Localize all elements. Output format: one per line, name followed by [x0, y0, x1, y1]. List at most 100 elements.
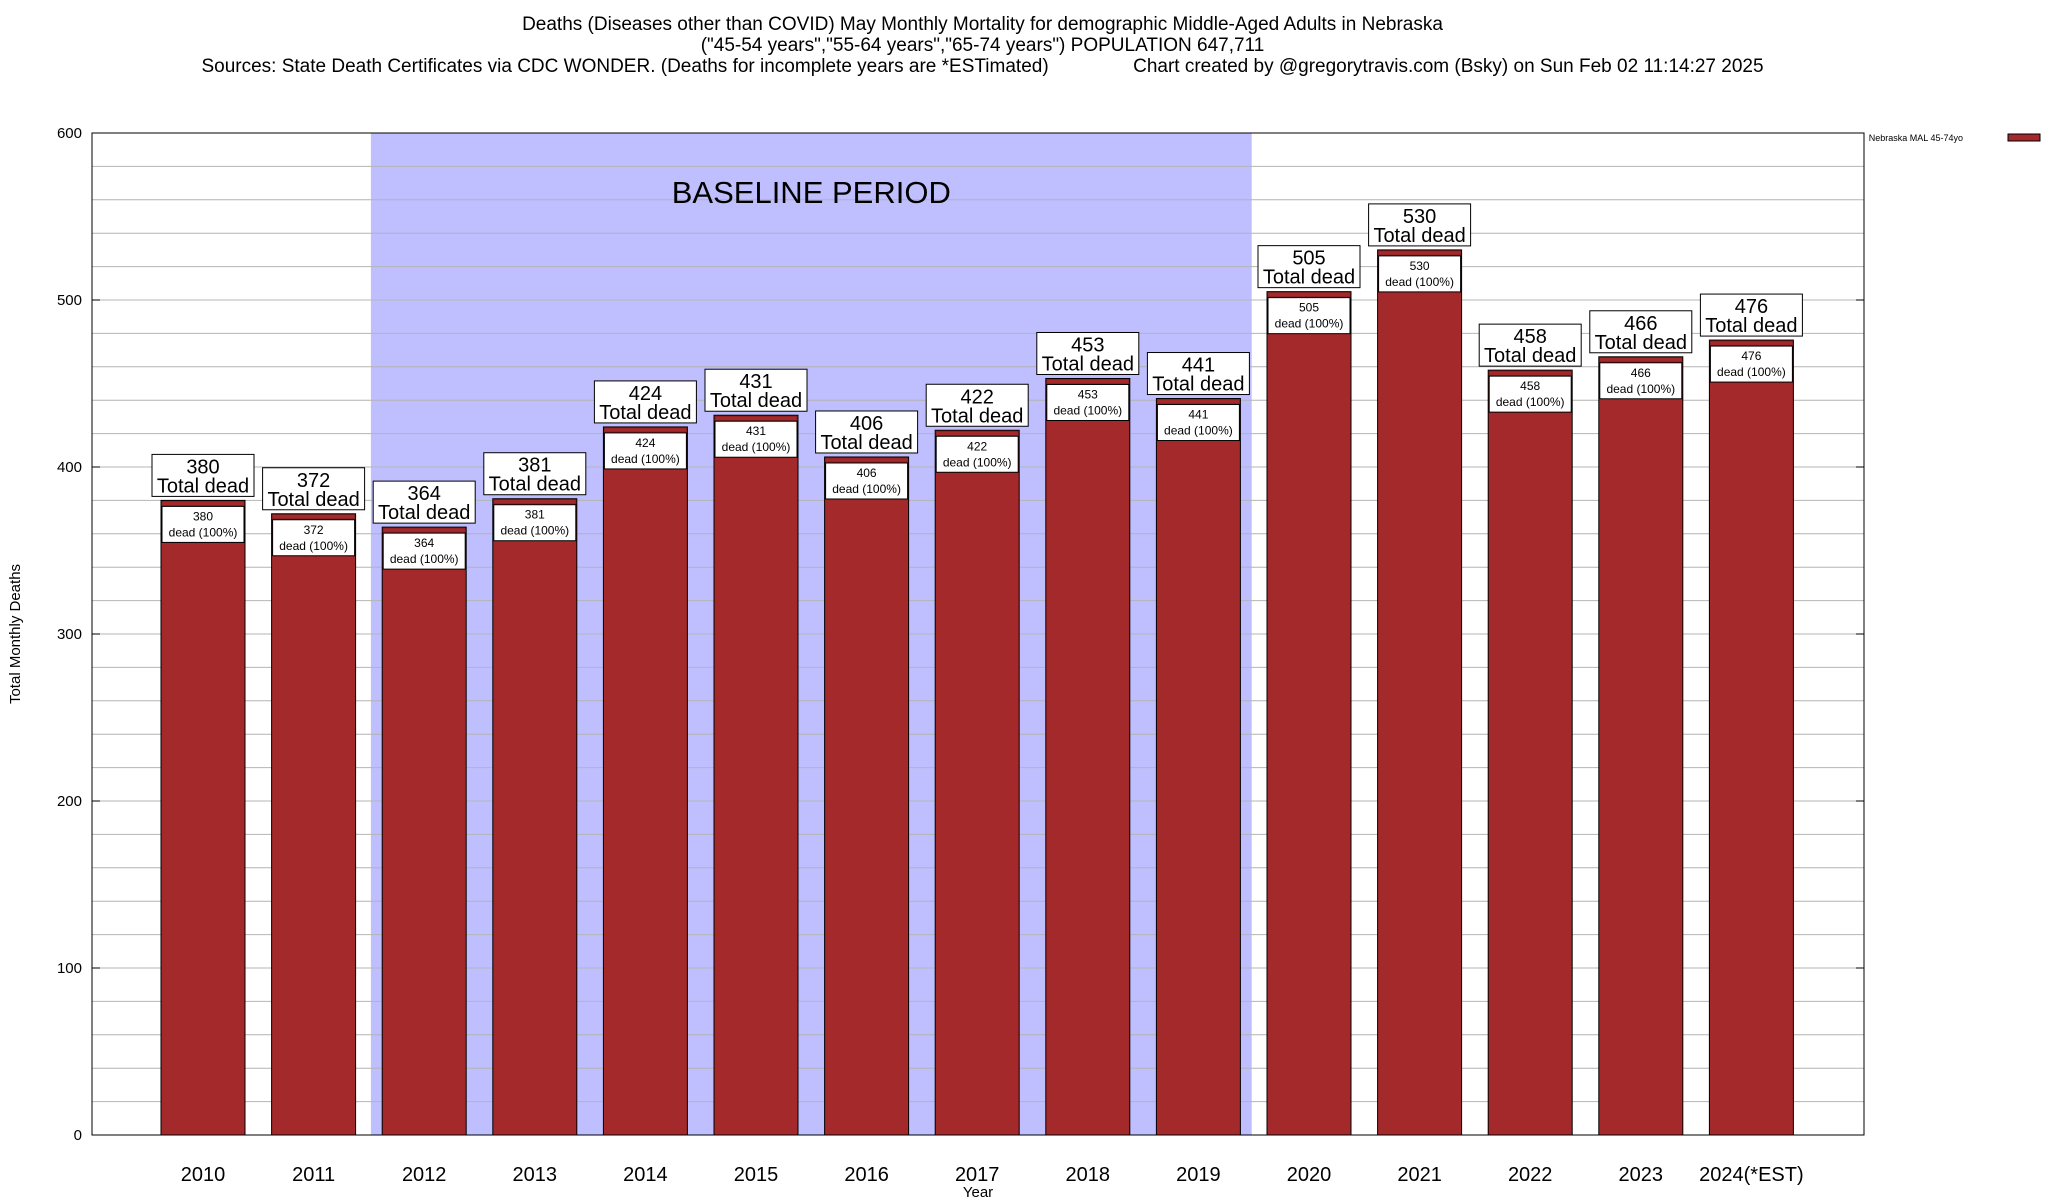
bar-top-value-label: 431: [739, 371, 772, 393]
bar-top-label-box: [262, 467, 366, 511]
bar-inner-label-box: [1488, 375, 1572, 413]
bar: [1045, 377, 1131, 1136]
bar-inner-label-box: [825, 462, 909, 500]
bar-top-value-label: 505: [1292, 248, 1325, 270]
bar-inner-percent-label: dead (100%): [1053, 403, 1122, 417]
chart-title-line-3: Sources: State Death Certificates via CD…: [201, 56, 1764, 77]
bar-top-label-box: [1146, 352, 1250, 396]
bar-top-total-label: Total dead: [820, 432, 912, 454]
bar-top-label-box: [1368, 203, 1472, 247]
x-tick-label: 2021: [1397, 1164, 1442, 1186]
bar-inner-percent-label: dead (100%): [1496, 395, 1565, 409]
bar-inner-percent-label: dead (100%): [1164, 424, 1233, 438]
bar-inner-percent-label: dead (100%): [611, 452, 680, 466]
bar-top-band: [1488, 370, 1572, 376]
bar-top-total-label: Total dead: [267, 489, 359, 511]
bar-inner-value-label: 505: [1299, 301, 1319, 315]
bar: [1598, 356, 1684, 1136]
x-tick-label: 2018: [1066, 1164, 1111, 1186]
bar-top-value-label: 406: [850, 413, 883, 435]
bar-top-total-label: Total dead: [1152, 374, 1244, 396]
bar-top-value-label: 466: [1624, 313, 1657, 335]
bar-top-band: [1046, 379, 1130, 384]
bar: [713, 414, 799, 1136]
bar-top-band: [1599, 357, 1683, 363]
bar-top-band: [1267, 292, 1351, 297]
bar-top-value-label: 453: [1071, 334, 1104, 356]
bar-top-total-label: Total dead: [378, 502, 470, 524]
bar-inner-percent-label: dead (100%): [500, 524, 569, 538]
bar-inner-percent-label: dead (100%): [279, 539, 348, 553]
bar-top-label-box: [1257, 245, 1361, 289]
bar: [602, 426, 688, 1136]
bar-inner-percent-label: dead (100%): [390, 552, 459, 566]
bar-top-value-label: 476: [1735, 296, 1768, 318]
bar-inner-value-label: 381: [525, 508, 545, 522]
bar-inner-value-label: 380: [193, 509, 213, 523]
bar: [1155, 398, 1241, 1136]
bar-inner-value-label: 364: [414, 536, 434, 550]
bar-top-total-label: Total dead: [1263, 267, 1355, 289]
bar-inner-percent-label: dead (100%): [943, 455, 1012, 469]
bar-inner-label-box: [603, 432, 687, 470]
bar-top-label-box: [1478, 323, 1582, 367]
bar-top-band: [604, 427, 687, 433]
x-tick-label: 2023: [1619, 1164, 1664, 1186]
chart-title-line-2: ("45-54 years","55-64 years","65-74 year…: [700, 35, 1265, 56]
bar-top-value-label: 422: [961, 386, 994, 408]
bar: [824, 456, 910, 1136]
bar-inner-value-label: 530: [1410, 259, 1430, 273]
bar-inner-percent-label: dead (100%): [1717, 365, 1786, 379]
bar-inner-percent-label: dead (100%): [722, 440, 791, 454]
bar-inner-value-label: 453: [1078, 387, 1098, 401]
y-tick-label: 200: [57, 793, 82, 810]
bar: [1487, 369, 1573, 1136]
bar: [1266, 291, 1352, 1136]
legend-swatch: [2007, 133, 2041, 142]
y-tick-label: 500: [57, 292, 82, 309]
x-tick-label: 2011: [292, 1164, 335, 1186]
bar: [1377, 249, 1463, 1136]
bar-top-value-label: 458: [1514, 326, 1547, 348]
bar-inner-value-label: 372: [304, 523, 324, 537]
bar-inner-label-box: [1378, 255, 1462, 293]
bar-top-total-label: Total dead: [157, 475, 249, 497]
bar-top-band: [825, 457, 908, 463]
y-axis-title: Total Monthly Deaths: [7, 564, 24, 704]
bar-top-band: [272, 514, 355, 520]
bar-inner-percent-label: dead (100%): [1606, 382, 1675, 396]
bar-top-total-label: Total dead: [1705, 315, 1797, 337]
bar-inner-value-label: 422: [967, 439, 987, 453]
bar-inner-label-box: [493, 504, 577, 542]
x-tick-label: 2022: [1508, 1164, 1553, 1186]
bar-inner-percent-label: dead (100%): [832, 482, 901, 496]
bar-top-label-box: [925, 383, 1029, 427]
bar-top-label-box: [1699, 293, 1803, 337]
bar-top-value-label: 364: [408, 483, 441, 505]
bar: [934, 429, 1020, 1136]
bar-top-label-box: [815, 410, 919, 454]
legend-label: Nebraska MAL 45-74yo: [1869, 133, 1963, 143]
bar-top-label-box: [593, 380, 697, 424]
bar-top-label-box: [1589, 310, 1693, 354]
bar-top-value-label: 380: [186, 456, 219, 478]
bar-top-value-label: 424: [629, 383, 662, 405]
bar-top-total-label: Total dead: [1373, 225, 1465, 247]
bar-inner-value-label: 424: [635, 436, 655, 450]
bar-top-total-label: Total dead: [1042, 353, 1134, 375]
bar-top-total-label: Total dead: [1484, 345, 1576, 367]
bar-inner-label-box: [714, 420, 798, 458]
x-tick-label: 2010: [181, 1164, 226, 1186]
bar-top-value-label: 381: [518, 455, 551, 477]
bar-top-band: [161, 501, 245, 506]
bar-inner-label-box: [1046, 383, 1130, 421]
bar-inner-label-box: [1156, 404, 1240, 442]
bar-inner-label-box: [1599, 362, 1683, 400]
x-tick-label: 2017: [955, 1164, 1000, 1186]
bar: [1708, 339, 1794, 1136]
x-tick-label: 2013: [513, 1164, 558, 1186]
bar-top-label-box: [1036, 331, 1140, 375]
x-tick-label: 2019: [1176, 1164, 1221, 1186]
bar: [492, 498, 578, 1136]
